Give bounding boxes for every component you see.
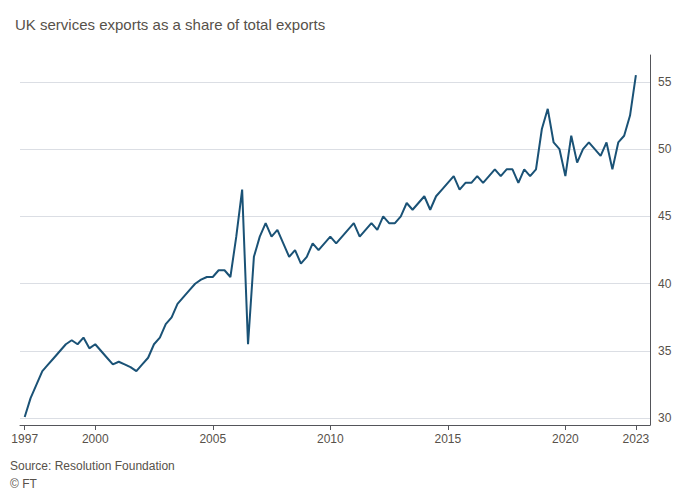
svg-text:30: 30 bbox=[658, 411, 672, 425]
svg-text:2015: 2015 bbox=[434, 432, 461, 446]
svg-text:2005: 2005 bbox=[199, 432, 226, 446]
svg-text:40: 40 bbox=[658, 277, 672, 291]
svg-text:55: 55 bbox=[658, 75, 672, 89]
svg-text:Source: Resolution Foundation: Source: Resolution Foundation bbox=[10, 459, 175, 473]
svg-text:2020: 2020 bbox=[552, 432, 579, 446]
svg-text:2023: 2023 bbox=[623, 432, 650, 446]
svg-text:45: 45 bbox=[658, 209, 672, 223]
svg-text:2000: 2000 bbox=[82, 432, 109, 446]
svg-text:1997: 1997 bbox=[11, 432, 38, 446]
svg-text:© FT: © FT bbox=[10, 477, 38, 491]
svg-text:35: 35 bbox=[658, 344, 672, 358]
svg-text:50: 50 bbox=[658, 142, 672, 156]
svg-text:UK services exports as a share: UK services exports as a share of total … bbox=[15, 16, 325, 33]
svg-text:2010: 2010 bbox=[317, 432, 344, 446]
